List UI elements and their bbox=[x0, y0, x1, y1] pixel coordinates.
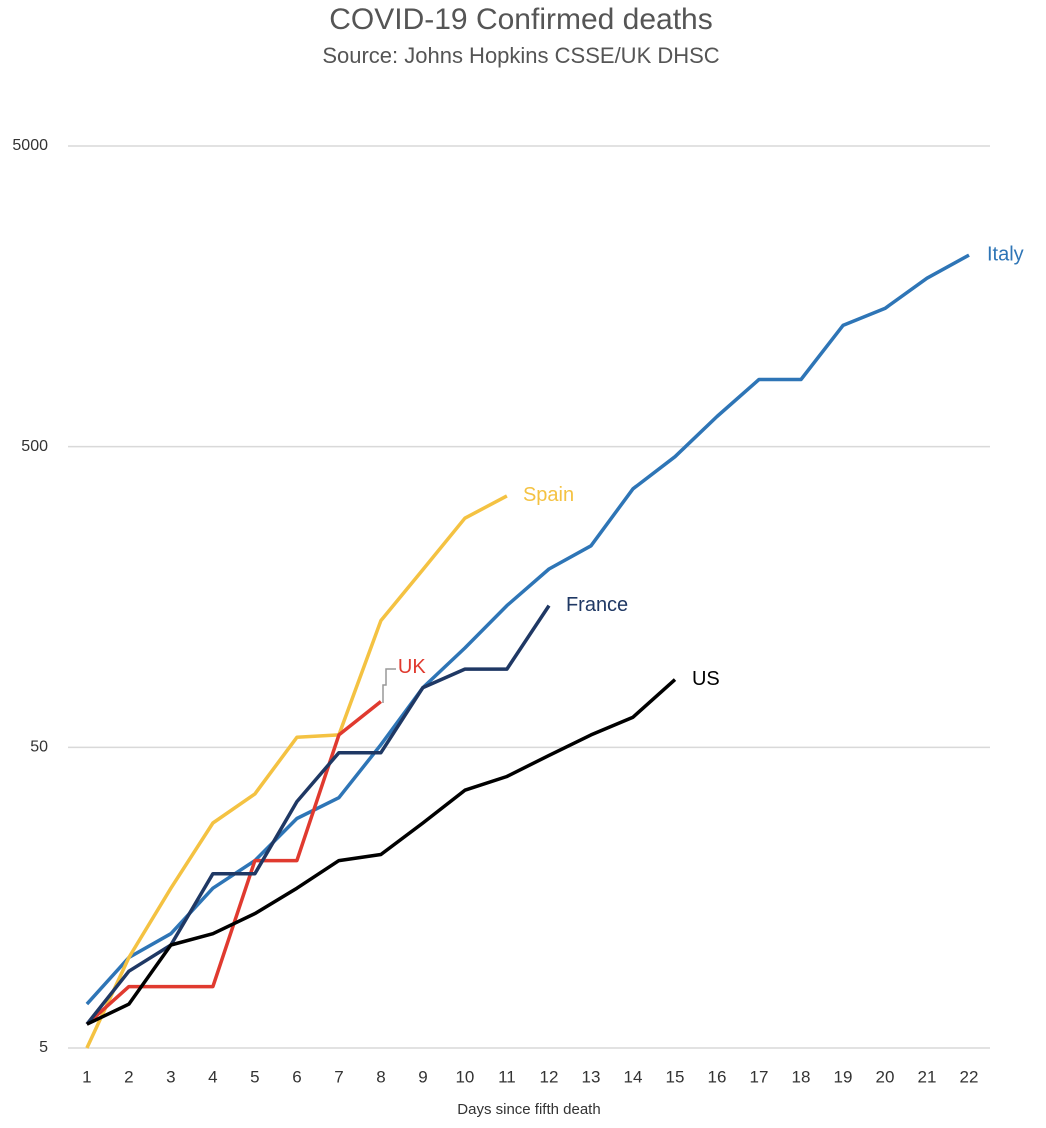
series-label: Italy bbox=[987, 243, 1024, 265]
x-tick-label: 18 bbox=[792, 1067, 811, 1086]
x-tick-label: 16 bbox=[708, 1067, 727, 1086]
series-line bbox=[85, 253, 970, 1006]
x-axis-label: Days since fifth death bbox=[457, 1101, 600, 1118]
series-label: UK bbox=[398, 656, 426, 678]
x-tick-label: 3 bbox=[166, 1067, 175, 1086]
x-tick-label: 13 bbox=[581, 1067, 600, 1086]
series-label: France bbox=[566, 594, 628, 616]
x-tick-label: 14 bbox=[624, 1067, 643, 1086]
series-label: US bbox=[692, 668, 720, 690]
y-tick-label: 50 bbox=[30, 739, 48, 756]
x-tick-label: 17 bbox=[750, 1067, 769, 1086]
y-tick-label: 5 bbox=[39, 1039, 48, 1056]
x-tick-label: 9 bbox=[418, 1067, 427, 1086]
chart-subtitle: Source: Johns Hopkins CSSE/UK DHSC bbox=[322, 43, 719, 68]
x-tick-label: 7 bbox=[334, 1067, 343, 1086]
chart-title: COVID-19 Confirmed deaths bbox=[329, 3, 713, 36]
x-tick-label: 10 bbox=[455, 1067, 474, 1086]
x-tick-label: 15 bbox=[666, 1067, 685, 1086]
x-tick-label: 4 bbox=[208, 1067, 217, 1086]
y-tick-label: 5000 bbox=[12, 137, 48, 154]
x-tick-label: 22 bbox=[960, 1067, 979, 1086]
x-tick-label: 20 bbox=[876, 1067, 895, 1086]
x-tick-label: 8 bbox=[376, 1067, 385, 1086]
x-tick-label: 11 bbox=[498, 1067, 516, 1086]
x-tick-label: 12 bbox=[539, 1067, 558, 1086]
x-tick-label: 2 bbox=[124, 1067, 133, 1086]
y-tick-label: 500 bbox=[21, 438, 48, 455]
series-line bbox=[85, 604, 551, 1026]
x-tick-label: 5 bbox=[250, 1067, 259, 1086]
series-line bbox=[86, 678, 677, 1026]
x-tick-label: 21 bbox=[918, 1067, 937, 1086]
x-tick-label: 1 bbox=[82, 1067, 91, 1086]
uk-leader bbox=[382, 668, 396, 703]
series-label: Spain bbox=[523, 484, 574, 506]
x-tick-label: 19 bbox=[834, 1067, 853, 1086]
series-line bbox=[85, 494, 508, 1049]
x-tick-label: 6 bbox=[292, 1067, 301, 1086]
